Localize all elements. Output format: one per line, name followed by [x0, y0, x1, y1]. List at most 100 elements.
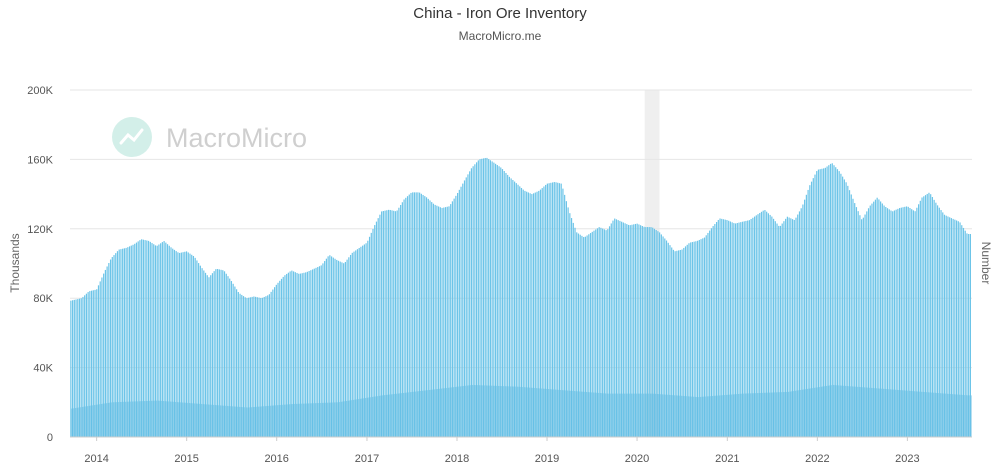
secondary-bar: [703, 396, 705, 437]
inventory-bar: [324, 261, 326, 437]
secondary-bar: [421, 390, 423, 437]
secondary-bar: [470, 385, 472, 437]
secondary-bar: [530, 387, 532, 437]
inventory-bar: [315, 267, 317, 437]
inventory-bar: [612, 220, 614, 437]
inventory-bar: [529, 193, 531, 437]
inventory-bar: [740, 222, 742, 437]
secondary-bar: [485, 385, 487, 437]
inventory-bar: [161, 242, 163, 437]
secondary-bar: [770, 392, 772, 437]
secondary-bar: [722, 395, 724, 437]
secondary-bar: [401, 393, 403, 437]
secondary-bar: [767, 392, 769, 437]
secondary-bar: [126, 401, 128, 437]
inventory-bar: [741, 221, 744, 437]
inventory-bar: [966, 233, 968, 437]
secondary-bar: [333, 402, 335, 437]
secondary-bar: [879, 388, 881, 437]
secondary-bar: [706, 396, 708, 437]
inventory-bar: [149, 241, 151, 437]
inventory-bar: [158, 244, 160, 437]
secondary-bar: [335, 402, 337, 437]
secondary-bar: [242, 407, 244, 437]
secondary-bar: [413, 391, 415, 437]
secondary-bar: [188, 403, 190, 437]
secondary-bar: [206, 404, 207, 437]
secondary-bar: [653, 393, 655, 437]
secondary-bar: [143, 401, 145, 437]
inventory-bar: [603, 229, 605, 437]
inventory-bar: [185, 251, 188, 437]
secondary-bar: [741, 393, 743, 437]
secondary-bar: [162, 401, 164, 437]
inventory-bar: [847, 185, 849, 437]
inventory-bar: [871, 203, 873, 437]
inventory-bar: [752, 217, 754, 437]
inventory-bar: [298, 273, 300, 437]
inventory-bar: [372, 228, 374, 437]
inventory-bar: [229, 278, 231, 437]
inventory-bar: [724, 219, 726, 437]
inventory-bar: [267, 295, 269, 437]
secondary-bar: [491, 385, 492, 437]
secondary-bar: [432, 389, 434, 437]
inventory-bar: [173, 249, 176, 437]
inventory-bar: [821, 168, 823, 437]
secondary-bar: [850, 386, 851, 437]
secondary-bar: [639, 393, 641, 437]
inventory-bar: [797, 214, 799, 437]
secondary-bar: [931, 392, 933, 437]
inventory-bar: [691, 242, 694, 437]
secondary-bar: [736, 394, 737, 437]
inventory-bar: [280, 278, 283, 437]
secondary-bar: [793, 391, 794, 437]
inventory-bar: [374, 225, 376, 437]
inventory-bar: [688, 243, 690, 437]
secondary-bar: [368, 397, 370, 437]
inventory-bar: [120, 249, 122, 437]
secondary-bar: [731, 394, 732, 437]
secondary-bar: [908, 390, 910, 437]
secondary-bar: [434, 389, 435, 437]
secondary-bar: [318, 403, 320, 437]
inventory-bar: [175, 251, 177, 437]
inventory-bar: [776, 223, 778, 437]
inventory-bar: [686, 244, 688, 437]
inventory-bar: [842, 176, 844, 438]
secondary-bar: [209, 404, 211, 437]
secondary-bar: [746, 393, 748, 437]
secondary-bar: [896, 389, 898, 437]
secondary-bar: [699, 396, 701, 437]
inventory-bar: [391, 210, 393, 437]
secondary-bar: [670, 395, 672, 437]
secondary-bar: [905, 390, 907, 437]
inventory-bar: [500, 167, 502, 437]
x-tick-label: 2023: [895, 453, 919, 465]
inventory-bar: [305, 272, 307, 437]
secondary-bar: [138, 401, 140, 437]
inventory-bar: [501, 169, 504, 437]
inventory-bar: [707, 232, 709, 437]
inventory-bar: [912, 210, 915, 437]
inventory-bar: [576, 232, 578, 437]
secondary-bar: [404, 392, 406, 437]
inventory-bar: [969, 234, 971, 437]
secondary-bar: [698, 397, 700, 437]
inventory-bar: [146, 240, 148, 437]
inventory-bar: [384, 210, 386, 437]
secondary-bar: [772, 392, 774, 437]
inventory-bar: [90, 290, 93, 437]
secondary-bar: [256, 406, 258, 437]
inventory-bar: [441, 207, 443, 437]
secondary-bar: [663, 394, 665, 437]
secondary-bar: [594, 392, 596, 437]
inventory-bar: [907, 206, 909, 437]
secondary-bar: [130, 401, 131, 437]
secondary-bar: [796, 390, 798, 437]
secondary-bar: [815, 387, 817, 437]
inventory-bar: [156, 245, 158, 437]
inventory-bar: [869, 205, 871, 437]
secondary-bar: [898, 390, 900, 437]
